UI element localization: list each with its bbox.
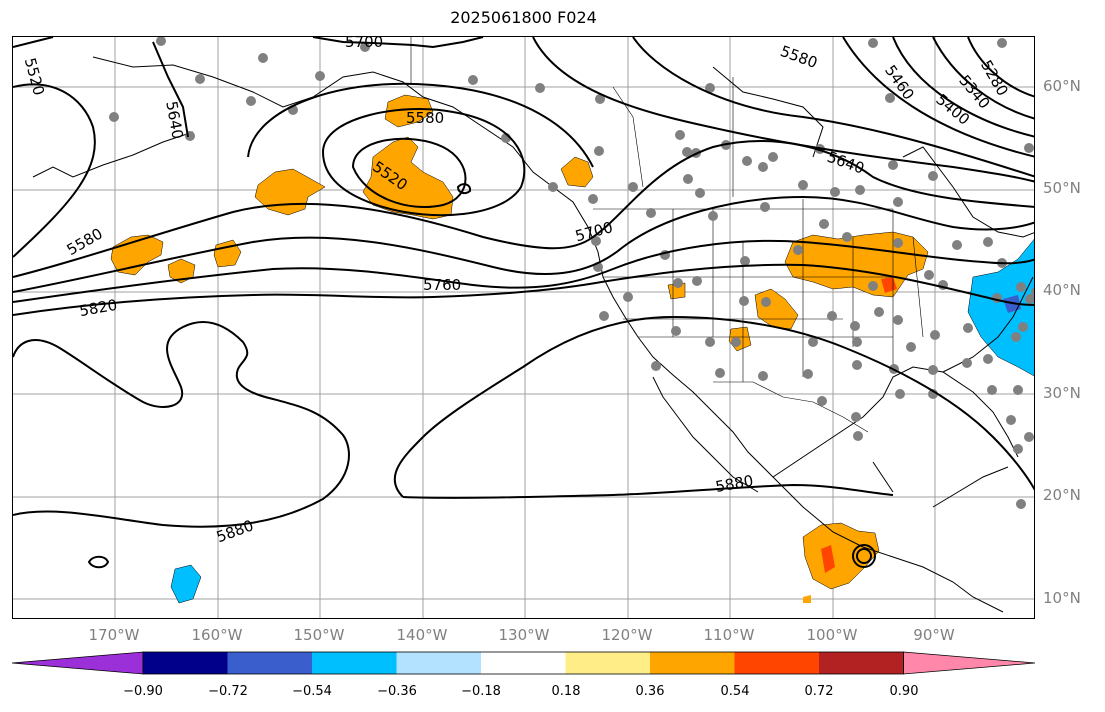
shade-orange-mexico-dot bbox=[803, 595, 811, 603]
contour-label: 5580 bbox=[406, 109, 444, 127]
colorbar-tick-label: −0.36 bbox=[377, 684, 417, 699]
map-panel: 5520 5700 5640 5580 5520 5580 5580 5820 … bbox=[12, 36, 1035, 619]
colorbar-segment bbox=[481, 652, 566, 674]
shade-orange-alaska-north bbox=[384, 94, 434, 128]
lon-label: 120°W bbox=[601, 626, 653, 644]
contour-5820 bbox=[13, 263, 1034, 316]
colorbar-tick-label: 0.18 bbox=[551, 684, 581, 699]
lon-label: 160°W bbox=[191, 626, 243, 644]
contour-5880-mid bbox=[393, 315, 1034, 498]
contour-5580-low-inner bbox=[321, 108, 526, 217]
lon-label: 150°W bbox=[293, 626, 345, 644]
contour-5640-west bbox=[152, 41, 189, 138]
contour-5520-ne bbox=[632, 37, 1034, 178]
colorbar-tick-label: −0.54 bbox=[292, 684, 332, 699]
colorbar-segment bbox=[650, 652, 735, 674]
colorbar-tick-label: 0.72 bbox=[804, 684, 834, 699]
lat-label: 30°N bbox=[1043, 384, 1081, 402]
lon-label: 170°W bbox=[88, 626, 140, 644]
contour-5460-ne bbox=[842, 37, 1034, 158]
lon-label: 130°W bbox=[498, 626, 550, 644]
colorbar-extend-max bbox=[903, 651, 1036, 675]
shade-orange-colorado bbox=[754, 288, 799, 330]
contour-5520-low bbox=[351, 137, 467, 209]
lat-label: 10°N bbox=[1043, 589, 1081, 607]
coastlines bbox=[32, 56, 1034, 613]
contour-label: 5820 bbox=[78, 296, 119, 320]
contour-label: 5520 bbox=[21, 56, 48, 98]
colorbar-segment bbox=[819, 652, 904, 674]
contour-label: 5580 bbox=[64, 224, 106, 259]
contour-5580-low-outer bbox=[247, 82, 594, 168]
political-borders bbox=[410, 37, 924, 433]
shade-orange-pacific-4 bbox=[213, 239, 242, 268]
colorbar-segment bbox=[734, 652, 820, 674]
map-title: 2025061800 F024 bbox=[450, 8, 597, 27]
contour-5640-pac bbox=[13, 140, 1034, 278]
colorbar-segment bbox=[396, 652, 482, 674]
contour-label: 5580 bbox=[778, 42, 820, 72]
colorbar bbox=[11, 651, 1036, 675]
shade-red-mexico bbox=[821, 545, 835, 573]
lon-label: 90°W bbox=[913, 626, 955, 644]
cyclone-marker bbox=[852, 544, 876, 568]
contour-small-ring bbox=[87, 555, 110, 569]
lon-label: 110°W bbox=[703, 626, 755, 644]
lon-label: 140°W bbox=[396, 626, 448, 644]
contour-5880-lower bbox=[13, 321, 350, 528]
colorbar-segment bbox=[565, 652, 651, 674]
shade-blue-pacific bbox=[170, 564, 202, 604]
contour-5580-ne bbox=[532, 37, 1034, 183]
contour-label: 5640 bbox=[825, 148, 867, 178]
colorbar-segments bbox=[11, 651, 1036, 675]
colorbar-segment bbox=[312, 652, 397, 674]
colorbar-segment bbox=[143, 652, 228, 674]
contour-5760 bbox=[13, 239, 1034, 303]
lon-label: 100°W bbox=[806, 626, 858, 644]
colorbar-tick-label: −0.18 bbox=[461, 684, 501, 699]
contour-label: 5880 bbox=[714, 472, 755, 496]
shade-purple-east bbox=[1003, 295, 1021, 313]
contour-5580-west bbox=[13, 83, 96, 258]
colorbar-segment bbox=[227, 652, 313, 674]
lat-label: 40°N bbox=[1043, 281, 1081, 299]
contour-5880-bottom bbox=[402, 483, 894, 499]
contour-5340-ne bbox=[932, 37, 1034, 120]
contour-5700-pac bbox=[13, 195, 1034, 293]
contour-5700-top bbox=[312, 37, 484, 49]
shade-blue-east bbox=[967, 239, 1034, 377]
contour-5520-west bbox=[13, 37, 54, 48]
lat-label: 50°N bbox=[1043, 179, 1081, 197]
shade-orange-pacific-1 bbox=[254, 168, 326, 216]
colorbar-tick-label: 0.54 bbox=[720, 684, 750, 699]
contour-5280-ne bbox=[967, 37, 1034, 98]
colorbar-outline bbox=[142, 651, 904, 675]
height-contours bbox=[13, 37, 1034, 569]
colorbar-tick-label: 0.90 bbox=[889, 684, 919, 699]
shade-orange-mexico bbox=[802, 522, 880, 590]
colorbar-extend-min bbox=[11, 651, 144, 675]
shade-orange-bc bbox=[560, 156, 594, 188]
colorbar-tick-label: −0.72 bbox=[208, 684, 248, 699]
lat-label: 60°N bbox=[1043, 77, 1081, 95]
contour-label: 5760 bbox=[423, 276, 461, 294]
contour-5400-ne bbox=[892, 37, 1034, 138]
colorbar-tick-label: −0.90 bbox=[123, 684, 163, 699]
contour-small-ring-2 bbox=[456, 183, 472, 195]
colorbar-tick-label: 0.36 bbox=[635, 684, 665, 699]
lat-label: 20°N bbox=[1043, 486, 1081, 504]
contour-label: 5880 bbox=[214, 516, 256, 546]
contour-label: 5700 bbox=[345, 37, 383, 51]
map-canvas: 5520 5700 5640 5580 5520 5580 5580 5820 … bbox=[13, 37, 1034, 618]
station-markers bbox=[109, 37, 1034, 509]
